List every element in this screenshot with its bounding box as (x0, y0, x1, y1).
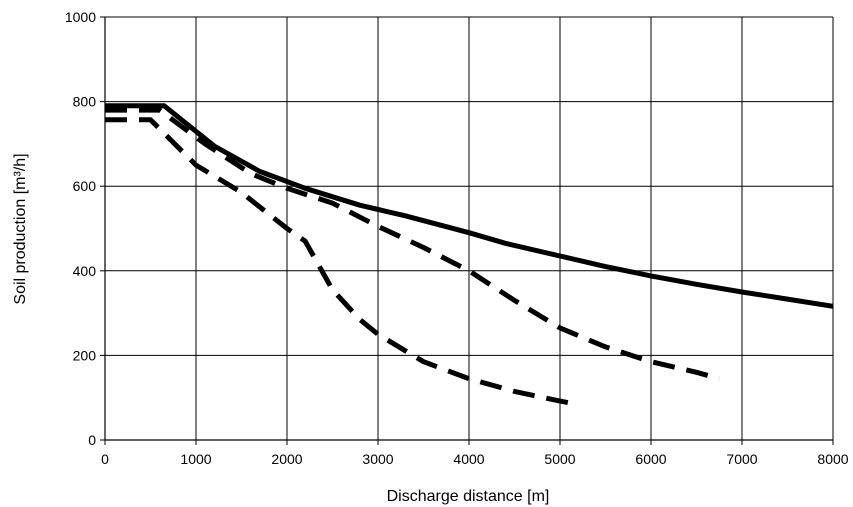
x-tick-label: 7000 (726, 451, 757, 467)
series-3-line (105, 117, 570, 406)
y-tick-label: 200 (73, 347, 97, 363)
series-group (105, 103, 834, 406)
y-tick-label: 800 (73, 94, 97, 110)
x-tick-label: 5000 (544, 451, 575, 467)
y-tick-label: 0 (88, 432, 96, 448)
x-tick-labels: 0 1000 2000 3000 4000 5000 6000 7000 8000 (101, 451, 849, 467)
x-tick-label: 3000 (362, 451, 393, 467)
series-1-line (105, 103, 834, 309)
axes (100, 16, 834, 445)
x-tick-label: 4000 (453, 451, 484, 467)
x-tick-label: 6000 (635, 451, 666, 467)
x-tick-label: 0 (101, 451, 109, 467)
x-axis-title: Discharge distance [m] (387, 488, 550, 505)
x-tick-label: 8000 (817, 451, 848, 467)
x-tick-label: 1000 (180, 451, 211, 467)
x-tick-label: 2000 (271, 451, 302, 467)
series-2-line (105, 107, 720, 382)
y-tick-labels: 0 200 400 600 800 1000 (65, 9, 96, 448)
y-axis-title: Soil production [m³/h] (12, 153, 29, 304)
y-tick-label: 400 (73, 263, 97, 279)
y-tick-label: 1000 (65, 9, 96, 25)
y-tick-label: 600 (73, 178, 97, 194)
